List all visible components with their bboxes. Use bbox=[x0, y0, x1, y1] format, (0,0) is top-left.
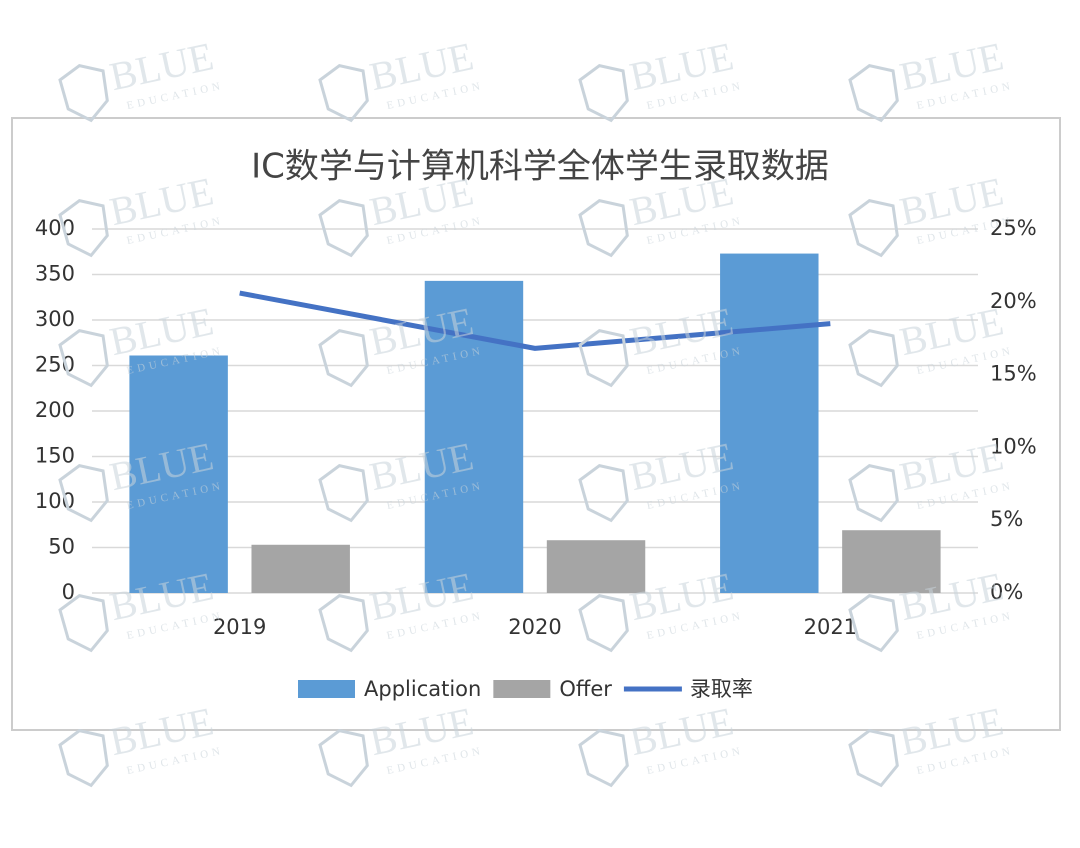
y-tick-label: 50 bbox=[48, 535, 75, 559]
y-tick-label: 350 bbox=[35, 262, 75, 286]
y-tick-label: 0 bbox=[62, 580, 75, 604]
bar bbox=[546, 540, 646, 593]
legend-label: 录取率 bbox=[690, 677, 753, 701]
watermark-shield bbox=[578, 729, 629, 788]
watermark-shield bbox=[58, 329, 109, 388]
bar bbox=[720, 253, 819, 593]
watermark-shield bbox=[58, 464, 109, 523]
y2-tick-label: 20% bbox=[990, 289, 1037, 313]
watermark-shield bbox=[848, 464, 899, 523]
x-tick-label: 2019 bbox=[213, 615, 266, 639]
legend-label: Application bbox=[364, 677, 481, 701]
watermark-shield bbox=[58, 594, 109, 653]
legend-swatch bbox=[493, 680, 551, 698]
bar bbox=[842, 530, 941, 593]
watermark-shield bbox=[848, 64, 899, 123]
watermark-shield bbox=[58, 729, 109, 788]
watermark-shield bbox=[318, 594, 369, 653]
y2-tick-label: 25% bbox=[990, 216, 1037, 240]
watermark-shield bbox=[578, 329, 629, 388]
watermark-shield bbox=[848, 729, 899, 788]
watermark-shield bbox=[58, 64, 109, 123]
y2-tick-label: 15% bbox=[990, 362, 1037, 386]
y-tick-label: 150 bbox=[35, 444, 75, 468]
x-tick-label: 2020 bbox=[508, 615, 561, 639]
y2-tick-label: 10% bbox=[990, 434, 1037, 458]
y2-tick-label: 5% bbox=[990, 507, 1023, 531]
watermark-shield bbox=[318, 464, 369, 523]
watermark-shield bbox=[58, 199, 109, 258]
watermark-shield bbox=[578, 64, 629, 123]
chart-title: IC数学与计算机科学全体学生录取数据 bbox=[251, 147, 829, 187]
y-tick-label: 200 bbox=[35, 398, 75, 422]
watermark-shield bbox=[578, 199, 629, 258]
watermark-shield bbox=[848, 199, 899, 258]
bar bbox=[251, 544, 350, 593]
legend-label: Offer bbox=[559, 677, 612, 701]
line bbox=[239, 290, 831, 351]
watermark-shield bbox=[578, 594, 629, 653]
x-tick-label: 2021 bbox=[804, 615, 857, 639]
watermark-shield bbox=[848, 594, 899, 653]
watermark-shield bbox=[848, 329, 899, 388]
watermark-shield bbox=[318, 64, 369, 123]
plot-area: 0501001502002503003504000%5%10%15%20%25%… bbox=[35, 216, 1037, 701]
watermark-shield bbox=[318, 329, 369, 388]
y-tick-label: 400 bbox=[35, 216, 75, 240]
legend-swatch bbox=[298, 680, 355, 698]
watermark-shield bbox=[318, 199, 369, 258]
y-tick-label: 300 bbox=[35, 307, 75, 331]
bar bbox=[129, 355, 228, 593]
y2-tick-label: 0% bbox=[990, 580, 1023, 604]
watermark-shield bbox=[578, 464, 629, 523]
watermark-shield bbox=[318, 729, 369, 788]
